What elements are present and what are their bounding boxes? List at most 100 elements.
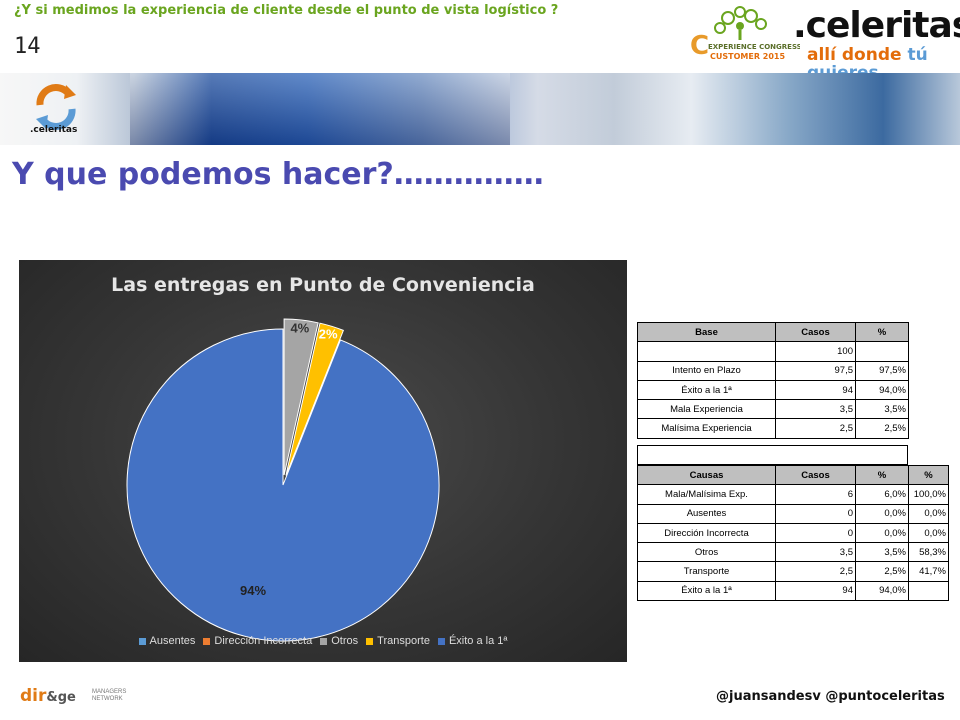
table-cell: 94 bbox=[775, 379, 856, 401]
table-cell: 97,5% bbox=[855, 360, 909, 381]
table-header-row: Causas Casos%% bbox=[637, 464, 949, 486]
table-row: 100 bbox=[637, 341, 909, 362]
brand-name: .celeritas bbox=[793, 5, 960, 46]
pie-slice--xito-a-la-1- bbox=[126, 328, 440, 642]
pie-label--xito-a-la-1-: 94% bbox=[240, 583, 266, 598]
table-cell: Malísima Experiencia bbox=[637, 418, 776, 439]
pie-slice-otros bbox=[283, 318, 319, 476]
table-cell: Mala Experiencia bbox=[637, 399, 776, 420]
chart-title: Las entregas en Punto de Conveniencia bbox=[111, 274, 535, 296]
table-cell: 2,5 bbox=[775, 418, 856, 439]
table-cell: 2,5% bbox=[855, 418, 909, 439]
table-cell: 3,5 bbox=[775, 542, 856, 563]
table-cell: 0 bbox=[775, 503, 856, 524]
social-handles: @juansandesv @puntoceleritas bbox=[716, 689, 945, 704]
table-cell: Éxito a la 1ª bbox=[637, 580, 776, 602]
table-row: Éxito a la 1ª 94 94,0% bbox=[637, 580, 949, 602]
congress-tree-icon bbox=[714, 6, 767, 40]
dirge-logo-amp: &ge bbox=[46, 690, 76, 705]
truck-image bbox=[130, 73, 510, 145]
legend-swatch bbox=[366, 637, 374, 645]
table-row: Mala Experiencia 3,5 3,5% bbox=[637, 399, 909, 420]
table-cell: 3,5% bbox=[855, 542, 909, 563]
congress-line1: EXPERIENCE CONGRESS bbox=[708, 43, 800, 51]
page-title: Y que podemos hacer?…………… bbox=[12, 157, 544, 192]
table-cell: Intento en Plazo bbox=[637, 360, 776, 381]
legend-swatch bbox=[203, 637, 211, 645]
pie-chart: Las entregas en Punto de Conveniencia 4%… bbox=[19, 260, 627, 662]
pie-label-transporte: 2% bbox=[319, 326, 338, 341]
dirge-logo: dir&ge bbox=[20, 686, 76, 706]
table-header-cell: % bbox=[855, 464, 909, 486]
table-cell: 0,0% bbox=[855, 503, 909, 524]
table-cell: Éxito a la 1ª bbox=[637, 379, 776, 401]
table-cell: 58,3% bbox=[908, 542, 949, 563]
pie-slice-transporte bbox=[285, 322, 345, 476]
legend-label: Transporte bbox=[377, 635, 430, 647]
table-header-cell: Causas bbox=[637, 464, 776, 486]
table-cell: 100 bbox=[775, 341, 856, 362]
banner-logo-text: .celeritas bbox=[30, 125, 78, 135]
customer-experience-congress-logo: C EXPERIENCE CONGRESS CUSTOMER 2015 bbox=[690, 6, 800, 61]
table-cell: 0,0% bbox=[908, 503, 949, 524]
legend-label: Ausentes bbox=[149, 635, 196, 647]
table-cell: 0,0% bbox=[855, 522, 909, 544]
legend-label: Éxito a la 1ª bbox=[448, 635, 508, 647]
legend-item: Transporte bbox=[366, 635, 430, 647]
legend-swatch bbox=[320, 637, 328, 645]
dirge-sub2: NETWORK bbox=[92, 696, 123, 702]
table-cell: 41,7% bbox=[908, 561, 949, 582]
table-cell: 2,5% bbox=[855, 561, 909, 582]
table-row: Otros 3,5 3,5% 58,3% bbox=[637, 542, 949, 563]
table-row: Ausentes 0 0,0% 0,0% bbox=[637, 503, 949, 524]
celeritas-brand: .celeritas allí donde tú quieres bbox=[793, 5, 960, 83]
celeritas-refresh-icon bbox=[36, 84, 76, 130]
table-header-cell: Casos bbox=[775, 464, 856, 486]
header-question: ¿Y si medimos la experiencia de cliente … bbox=[14, 3, 559, 18]
dirge-logo-main: dir bbox=[20, 686, 47, 706]
header-banner: .celeritas bbox=[0, 73, 960, 145]
table-cell: 3,5 bbox=[775, 399, 856, 420]
table-cell: 100,0% bbox=[908, 484, 949, 505]
pie-chart-plot: 4% 2% 94% bbox=[126, 318, 440, 642]
table-row: Malísima Experiencia 2,5 2,5% bbox=[637, 418, 909, 439]
table-header-cell: Base bbox=[637, 321, 776, 343]
table-cell: 6,0% bbox=[855, 484, 909, 505]
table-header-cell: Casos bbox=[775, 321, 856, 343]
slide-number: 14 bbox=[14, 34, 41, 59]
table-cell bbox=[855, 341, 909, 362]
table-row: Transporte 2,5 2,5% 41,7% bbox=[637, 561, 949, 582]
table-cell: 94,0% bbox=[855, 379, 909, 401]
legend-label: Dirección Incorrecta bbox=[214, 635, 313, 647]
congress-line2: CUSTOMER 2015 bbox=[710, 52, 785, 61]
legend-swatch bbox=[138, 637, 146, 645]
table-header-cell: % bbox=[855, 321, 909, 343]
base-table: Base Casos% 100 Intento en Plazo 97,5 97,5% Éx… bbox=[637, 321, 909, 439]
legend-swatch bbox=[437, 637, 445, 645]
table-cell bbox=[637, 341, 776, 362]
table-row: Éxito a la 1ª 94 94,0% bbox=[637, 379, 909, 401]
svg-text:C: C bbox=[690, 31, 709, 61]
table-row: Intento en Plazo 97,5 97,5% bbox=[637, 360, 909, 381]
pie-label-otros: 4% bbox=[290, 320, 309, 335]
table-spacer-row bbox=[637, 445, 908, 465]
brand-tagline-part1: allí donde bbox=[807, 45, 902, 65]
table-cell: 0,0% bbox=[908, 522, 949, 544]
table-cell: 6 bbox=[775, 484, 856, 505]
causas-table: Causas Casos%% Mala/Malísima Exp. 6 6,0% 100,… bbox=[637, 464, 949, 602]
legend-item: Ausentes bbox=[138, 635, 196, 647]
table-cell: Mala/Malísima Exp. bbox=[637, 484, 776, 505]
table-cell: 97,5 bbox=[775, 360, 856, 381]
table-cell: Transporte bbox=[637, 561, 776, 582]
legend-item: Éxito a la 1ª bbox=[437, 635, 508, 647]
table-cell: 2,5 bbox=[775, 561, 856, 582]
dirge-logo-sub: MANAGERS NETWORK bbox=[92, 689, 126, 703]
table-cell: 94,0% bbox=[855, 580, 909, 602]
table-row: Dirección Incorrecta 0 0,0% 0,0% bbox=[637, 522, 949, 544]
legend-item: Dirección Incorrecta bbox=[203, 635, 312, 647]
table-cell: 0 bbox=[775, 522, 856, 544]
table-cell bbox=[908, 580, 949, 602]
legend-label: Otros bbox=[331, 635, 359, 647]
table-cell: Otros bbox=[637, 542, 776, 563]
table-cell: 94 bbox=[775, 580, 856, 602]
